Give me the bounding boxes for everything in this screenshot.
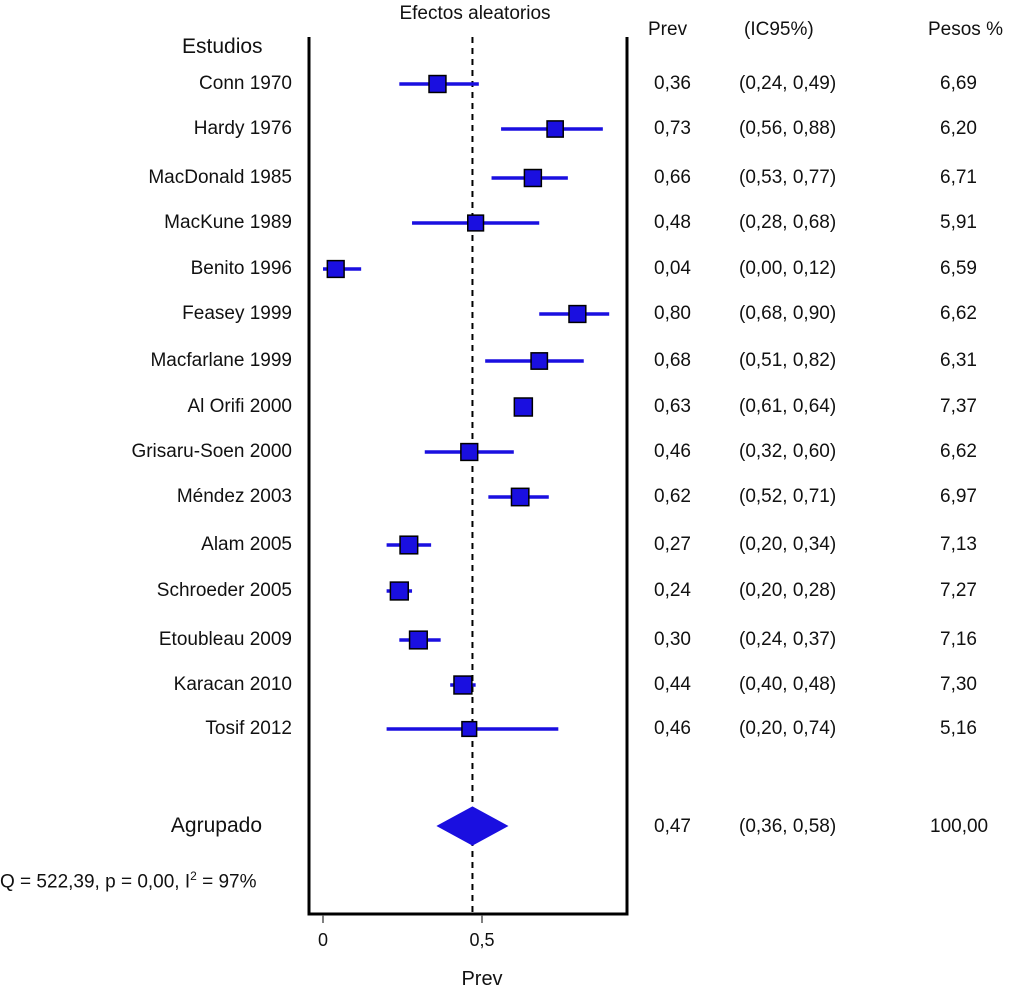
study-prev: 0,62 xyxy=(654,486,691,507)
study-weight: 6,97 xyxy=(940,486,977,507)
pooled-ci: (0,36, 0,58) xyxy=(739,816,837,837)
study-ci: (0,28, 0,68) xyxy=(739,212,837,233)
pooled-prev: 0,47 xyxy=(654,816,691,837)
x-tick-label: 0,5 xyxy=(469,930,495,950)
study-marker xyxy=(546,120,564,138)
study-marker xyxy=(326,259,345,279)
study-name: Benito 1996 xyxy=(190,258,292,279)
chart-title: Efectos aleatorios xyxy=(399,3,551,24)
study-ci: (0,52, 0,71) xyxy=(739,486,837,507)
study-prev: 0,46 xyxy=(654,441,691,462)
study-name: Feasey 1999 xyxy=(182,303,292,324)
study-marker xyxy=(428,74,447,94)
study-ci: (0,32, 0,60) xyxy=(739,441,837,462)
study-prev: 0,24 xyxy=(654,580,691,601)
x-axis-label: Prev xyxy=(461,968,503,990)
studies-header: Estudios xyxy=(182,35,263,58)
study-prev: 0,36 xyxy=(654,73,691,94)
study-name: Alam 2005 xyxy=(201,534,292,555)
study-ci: (0,61, 0,64) xyxy=(739,396,837,417)
study-marker xyxy=(568,304,587,324)
study-prev: 0,46 xyxy=(654,718,691,739)
ci-header: (IC95%) xyxy=(744,19,814,40)
study-name: Tosif 2012 xyxy=(205,718,292,739)
study-name: MacDonald 1985 xyxy=(148,167,292,188)
study-name: Méndez 2003 xyxy=(176,486,292,507)
study-prev: 0,66 xyxy=(654,167,691,188)
pooled-label: Agrupado xyxy=(170,814,262,837)
study-marker xyxy=(513,397,534,417)
study-weight: 6,31 xyxy=(940,350,977,371)
study-weight: 6,59 xyxy=(940,258,977,279)
heterogeneity-sup: 2 xyxy=(190,869,197,883)
study-weight: 5,91 xyxy=(940,212,977,233)
study-weight: 6,71 xyxy=(940,167,977,188)
study-name: Karacan 2010 xyxy=(173,674,292,695)
study-ci: (0,20, 0,74) xyxy=(739,718,837,739)
study-ci: (0,24, 0,49) xyxy=(739,73,837,94)
study-marker xyxy=(530,352,549,370)
study-prev: 0,68 xyxy=(654,350,691,371)
heterogeneity-prefix: Q = 522,39, p = 0,00, I xyxy=(0,871,191,893)
study-ci: (0,20, 0,34) xyxy=(739,534,837,555)
study-ci: (0,24, 0,37) xyxy=(739,629,837,650)
study-ci: (0,68, 0,90) xyxy=(739,303,837,324)
study-name: Al Orifi 2000 xyxy=(187,396,292,417)
study-name: Macfarlane 1999 xyxy=(150,350,292,371)
study-weight: 7,30 xyxy=(940,674,977,695)
study-prev: 0,30 xyxy=(654,629,691,650)
heterogeneity-suffix: = 97% xyxy=(196,871,257,893)
study-name: Etoubleau 2009 xyxy=(158,629,292,650)
x-tick-label: 0 xyxy=(317,930,328,950)
study-ci: (0,53, 0,77) xyxy=(739,167,837,188)
study-marker xyxy=(399,535,419,555)
study-name: Schroeder 2005 xyxy=(156,580,292,601)
weights-header: Pesos % xyxy=(928,19,1003,40)
study-weight: 6,69 xyxy=(940,73,977,94)
study-weight: 5,16 xyxy=(940,718,977,739)
study-weight: 7,16 xyxy=(940,629,977,650)
study-marker xyxy=(453,675,473,695)
study-weight: 7,13 xyxy=(940,534,977,555)
study-name: Hardy 1976 xyxy=(193,118,292,139)
study-weight: 7,37 xyxy=(940,396,977,417)
study-prev: 0,04 xyxy=(654,258,691,279)
study-ci: (0,00, 0,12) xyxy=(739,258,837,279)
study-weight: 6,62 xyxy=(940,441,977,462)
study-name: Grisaru-Soen 2000 xyxy=(131,441,292,462)
study-marker xyxy=(523,168,543,188)
study-weight: 7,27 xyxy=(940,580,977,601)
study-prev: 0,44 xyxy=(654,674,691,695)
study-marker xyxy=(408,630,428,650)
study-ci: (0,56, 0,88) xyxy=(739,118,837,139)
heterogeneity-stats: Q = 522,39, p = 0,00, I2 = 97% xyxy=(0,869,257,893)
study-ci: (0,20, 0,28) xyxy=(739,580,837,601)
study-prev: 0,27 xyxy=(654,534,691,555)
pooled-diamond xyxy=(436,806,509,846)
study-marker xyxy=(389,581,409,601)
study-name: MacKune 1989 xyxy=(164,212,292,233)
study-ci: (0,51, 0,82) xyxy=(739,350,837,371)
study-marker xyxy=(460,442,479,462)
prev-header: Prev xyxy=(648,19,688,40)
study-prev: 0,48 xyxy=(654,212,691,233)
study-ci: (0,40, 0,48) xyxy=(739,674,837,695)
study-prev: 0,63 xyxy=(654,396,691,417)
study-marker xyxy=(510,487,530,507)
study-prev: 0,80 xyxy=(654,303,691,324)
study-marker xyxy=(461,720,478,738)
study-weight: 6,20 xyxy=(940,118,977,139)
study-name: Conn 1970 xyxy=(199,73,292,94)
study-prev: 0,73 xyxy=(654,118,691,139)
study-weight: 6,62 xyxy=(940,303,977,324)
study-marker xyxy=(467,214,485,232)
pooled-weight: 100,00 xyxy=(930,816,989,837)
